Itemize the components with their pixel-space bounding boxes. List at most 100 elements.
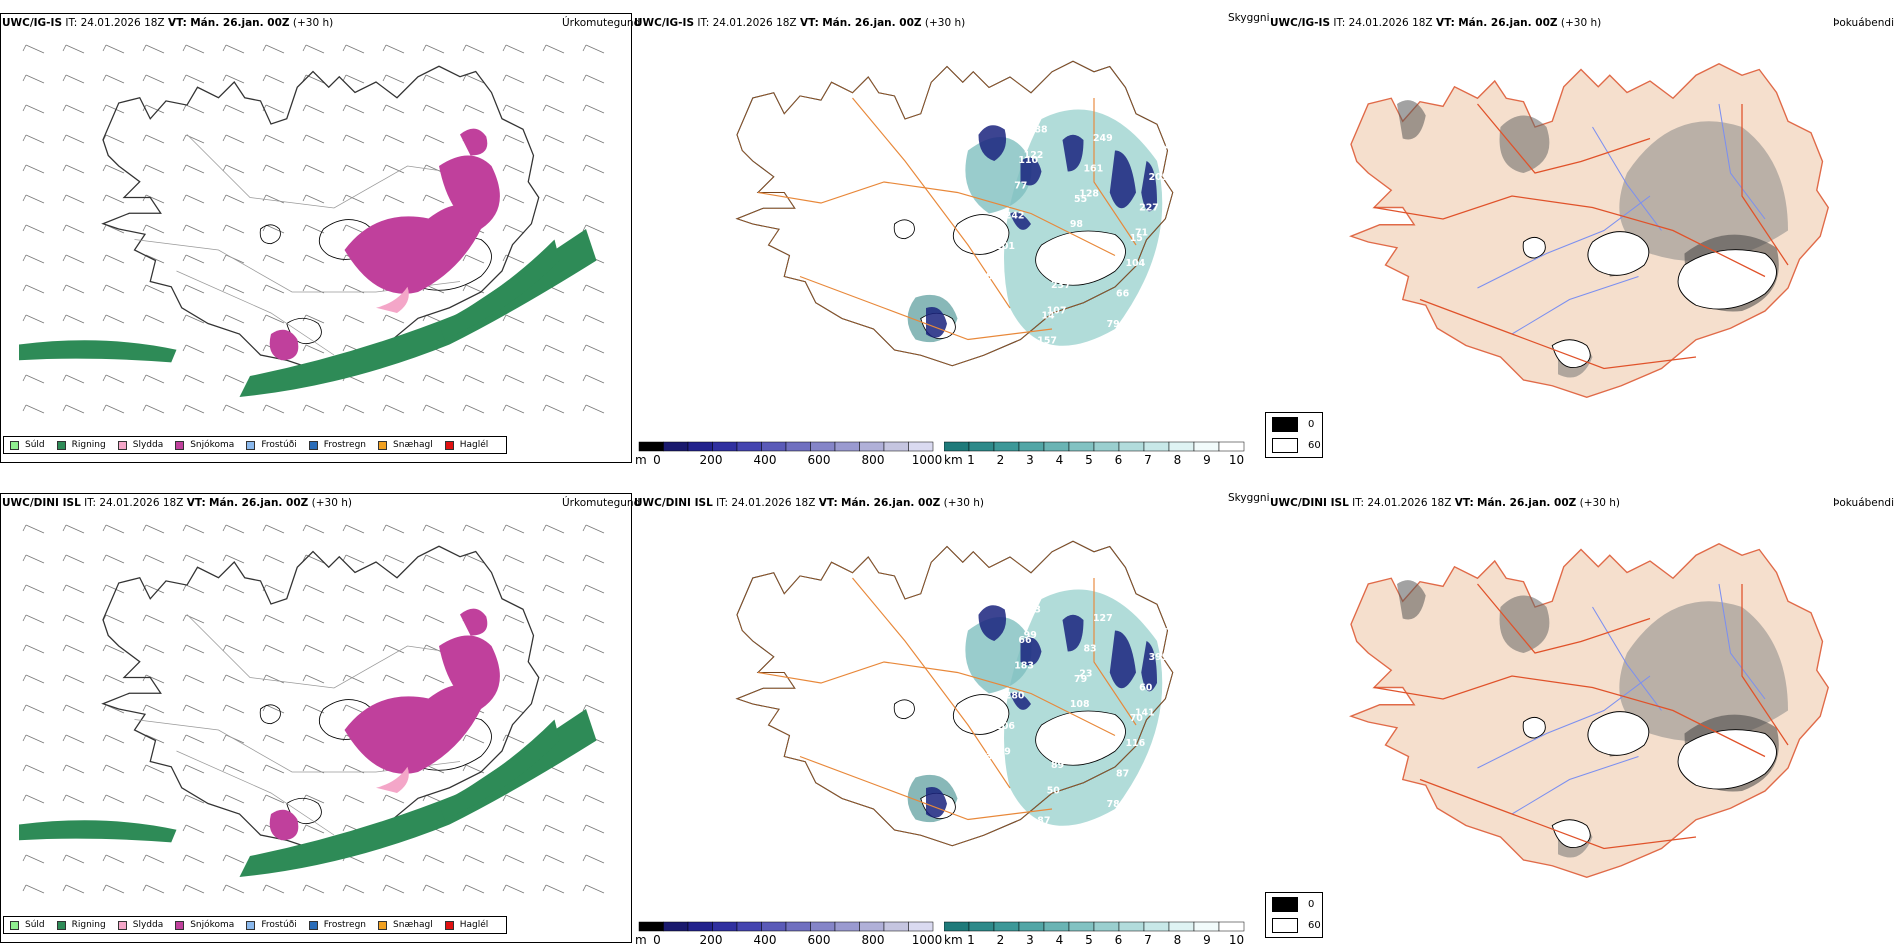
wind-barb xyxy=(382,44,405,54)
wind-barb xyxy=(342,224,365,234)
wind-barb xyxy=(62,374,85,384)
model: UWC/DINI ISL xyxy=(1270,497,1349,509)
iceland-coastline xyxy=(101,545,540,852)
height-tick: 1000 xyxy=(911,453,943,467)
visibility-value-label: 71 xyxy=(1135,228,1148,239)
visibility-value-label: 30 xyxy=(986,752,1000,763)
wind-barb xyxy=(222,524,245,534)
wind-barb xyxy=(542,824,565,834)
height-tick: 200 xyxy=(699,933,723,947)
fog-map xyxy=(1348,542,1829,878)
visibility-panel-title: Skyggni xyxy=(1228,492,1270,504)
wind-barb xyxy=(62,164,85,174)
legend-swatch xyxy=(56,440,66,450)
visibility-value-label: 82 xyxy=(1060,730,1073,741)
visibility-value-label: 89 xyxy=(1051,760,1064,771)
wind-barb xyxy=(502,554,525,564)
wind-barb xyxy=(102,584,125,594)
visibility-colorbar: km 1 2 3 4 5 6 7 8 9 10 xyxy=(943,438,1264,468)
wind-barb xyxy=(502,704,525,714)
vt-label: VT: xyxy=(818,497,838,509)
it-value: 24.01.2026 18Z xyxy=(99,497,184,509)
wind-barb xyxy=(502,854,525,864)
visibility-tick: 1 xyxy=(967,933,975,947)
visibility-value-label: 66 xyxy=(1116,288,1130,299)
wind-barb xyxy=(142,134,165,144)
wind-barb xyxy=(22,584,45,594)
wind-barb xyxy=(302,164,325,174)
wind-barb xyxy=(302,614,325,624)
river-line xyxy=(1718,583,1766,700)
wind-barb xyxy=(182,674,205,684)
wind-barb xyxy=(182,194,205,204)
wind-barb xyxy=(62,674,85,684)
wind-barb xyxy=(542,194,565,204)
fog-legend: 0 60 xyxy=(1265,892,1323,938)
visibility-value-label: 93 xyxy=(1028,605,1041,616)
wind-barb xyxy=(262,674,285,684)
wind-barb xyxy=(62,254,85,264)
glacier-outline xyxy=(1677,729,1777,790)
high-terrain-area xyxy=(978,125,1007,161)
road-line xyxy=(799,755,1053,821)
visibility-colorbar-swatches xyxy=(943,921,1245,932)
road-line xyxy=(1419,298,1697,370)
wind-barb xyxy=(262,224,285,234)
wind-barb xyxy=(102,284,125,294)
river-line xyxy=(1477,675,1651,769)
height-tick: 0 xyxy=(653,453,661,467)
legend-label: Súld xyxy=(25,440,45,450)
wind-barb xyxy=(22,764,45,774)
sleet-area xyxy=(376,766,409,793)
visibility-value-label: 66 xyxy=(1018,635,1032,646)
vt-label: VT: xyxy=(186,497,206,509)
wind-barb xyxy=(542,44,565,54)
high-terrain-area xyxy=(1062,134,1084,172)
wind-barb xyxy=(22,254,45,264)
wind-barb xyxy=(182,374,205,384)
visibility-tick: 3 xyxy=(1026,933,1034,947)
legend-item: Súld xyxy=(10,920,45,930)
glacier-outline xyxy=(1035,230,1126,286)
wind-barb xyxy=(302,254,325,264)
wind-barb xyxy=(462,374,485,384)
wind-barb xyxy=(22,284,45,294)
visibility-tick: 8 xyxy=(1173,453,1182,467)
visibility-value-label: 280 xyxy=(1005,691,1025,702)
high-terrain-area xyxy=(1020,637,1042,666)
wind-barb xyxy=(422,74,445,84)
wind-barb xyxy=(142,794,165,804)
wind-barb xyxy=(302,194,325,204)
wind-barb xyxy=(382,674,405,684)
wind-barb xyxy=(422,404,445,414)
wind-barb xyxy=(342,194,365,204)
wind-barb xyxy=(102,74,125,84)
lead-time: (+30 h) xyxy=(1579,497,1620,509)
wind-barb xyxy=(142,524,165,534)
wind-barb xyxy=(342,164,365,174)
visibility-value-label: 227 xyxy=(1139,202,1159,213)
wind-barb xyxy=(302,44,325,54)
wind-barb xyxy=(142,704,165,714)
wind-barb xyxy=(222,314,245,324)
wind-barb xyxy=(262,704,285,714)
visibility-value-label: 122 xyxy=(1024,150,1044,161)
wind-barb xyxy=(22,734,45,744)
wind-barb xyxy=(62,884,85,894)
legend-item: Haglél xyxy=(444,440,489,450)
road-line xyxy=(757,661,1116,737)
wind-barb xyxy=(62,74,85,84)
wind-barb xyxy=(182,854,205,864)
wind-barb xyxy=(382,194,405,204)
visibility-value-label: 23 xyxy=(1079,669,1092,680)
wind-barb xyxy=(22,554,45,564)
wind-barb xyxy=(22,164,45,174)
precip-type-panel xyxy=(0,13,632,463)
visibility-map-area: 69 122 128 71 98 107 73 94 77 98 104 102 157 249 209 24… xyxy=(640,30,1260,430)
height-colorbar-swatches xyxy=(638,921,934,932)
rain-area xyxy=(438,719,560,820)
visibility-value-label: 108 xyxy=(1070,699,1090,710)
visibility-value-label: 209 xyxy=(1149,172,1169,183)
legend-label: Haglél xyxy=(459,440,489,450)
wind-barb xyxy=(582,854,605,864)
